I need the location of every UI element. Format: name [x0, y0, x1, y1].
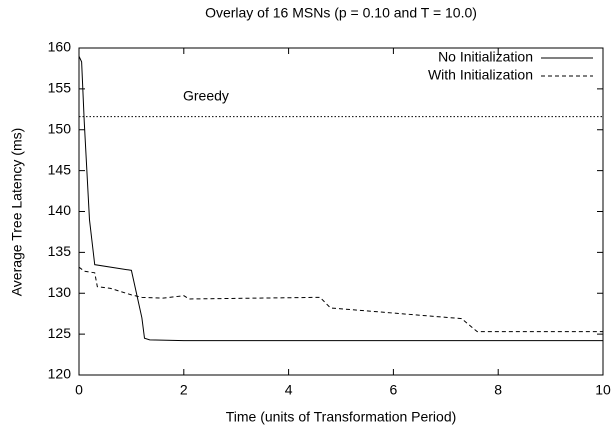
y-axis-label: Average Tree Latency (ms) — [9, 128, 25, 297]
legend-label: With Initialization — [428, 67, 533, 83]
x-tick-label: 10 — [595, 382, 611, 398]
chart-title: Overlay of 16 MSNs (p = 0.10 and T = 10.… — [205, 5, 477, 21]
y-tick-label: 160 — [48, 39, 72, 55]
plot-border — [78, 47, 604, 376]
y-tick-label: 130 — [48, 284, 72, 300]
x-tick-label: 6 — [390, 382, 398, 398]
y-tick-label: 125 — [48, 325, 72, 341]
x-axis-label: Time (units of Transformation Period) — [226, 409, 457, 425]
legend-label: No Initialization — [438, 49, 533, 65]
x-tick-label: 8 — [494, 382, 502, 398]
y-tick-label: 145 — [48, 161, 72, 177]
y-tick-label: 135 — [48, 243, 72, 259]
x-tick-label: 2 — [180, 382, 188, 398]
x-tick-label: 4 — [285, 382, 293, 398]
reference-label: Greedy — [183, 87, 229, 103]
series-line — [78, 266, 603, 333]
y-tick-label: 140 — [48, 202, 72, 218]
y-tick-label: 120 — [48, 366, 72, 382]
y-tick-label: 155 — [48, 80, 72, 96]
series-line — [78, 55, 603, 342]
x-tick-label: 0 — [75, 382, 83, 398]
y-tick-label: 150 — [48, 120, 72, 136]
